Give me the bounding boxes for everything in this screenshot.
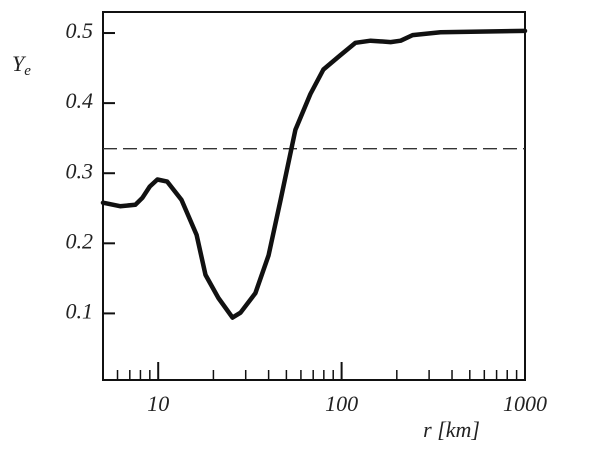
y-axis-label-sub: e: [24, 63, 31, 79]
y-tick-label: 0.2: [66, 228, 94, 253]
y-axis-label-main: Y: [12, 51, 27, 76]
x-tick-label: 100: [325, 391, 358, 416]
data-line: [100, 28, 528, 320]
y-tick-label: 0.4: [66, 88, 94, 113]
y-tick-label: 0.5: [66, 18, 94, 43]
x-axis-label: r [km]: [423, 417, 480, 442]
y-tick-label: 0.3: [66, 158, 94, 183]
x-tick-label: 1000: [503, 391, 547, 416]
plot-frame: [102, 11, 526, 381]
y-tick-label: 0.1: [66, 298, 94, 323]
y-axis-label: Ye: [12, 51, 31, 79]
x-tick-label: 10: [147, 391, 169, 416]
